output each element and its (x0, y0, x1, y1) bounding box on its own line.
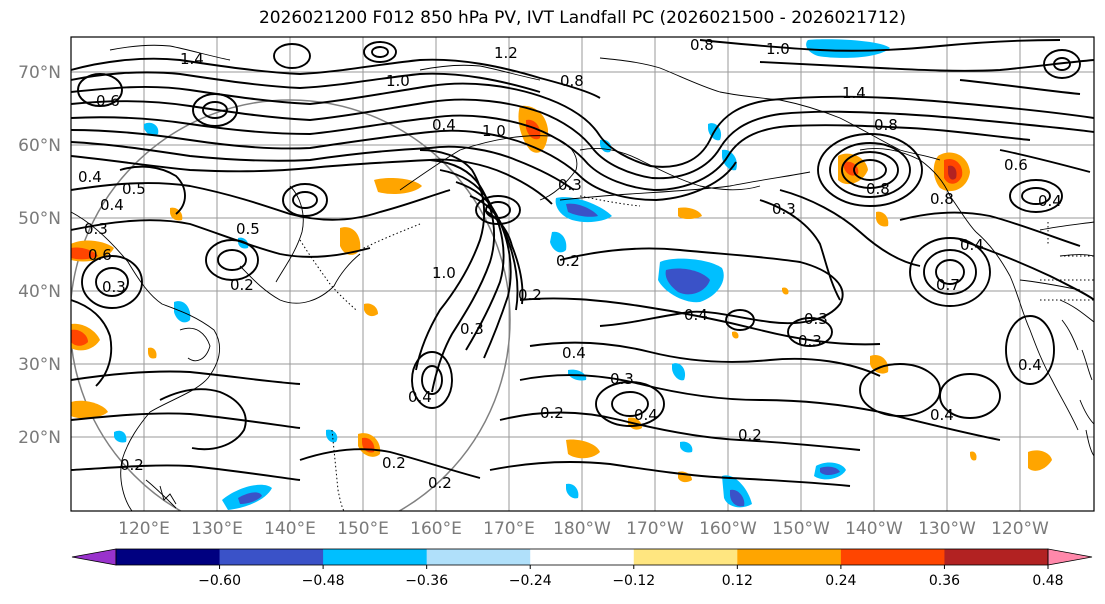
contour-label: 0.6 (1004, 156, 1028, 174)
lat-label: 60°N (18, 136, 61, 156)
contour-label: 0.4 (960, 236, 984, 254)
lon-label: 140°E (264, 519, 316, 539)
lon-label: 160°E (410, 519, 462, 539)
contour-label: 1.0 (482, 122, 506, 140)
contour-label: 0.8 (690, 36, 714, 54)
colorbar-tick-label: 0.36 (929, 573, 960, 589)
contour-label: 1.4 (842, 84, 866, 102)
contour-label: 0.4 (562, 344, 586, 362)
contour-label: 0.3 (558, 176, 582, 194)
contour-label: 0.5 (236, 220, 260, 238)
colorbar-segment (323, 549, 428, 565)
contour-label: 0.2 (428, 474, 452, 492)
contour-label: 0.3 (804, 310, 828, 328)
contour-label: 1.4 (180, 50, 204, 68)
colorbar-tick-label: −0.24 (509, 573, 552, 589)
contour-label: 1.0 (766, 40, 790, 58)
coastlines (71, 44, 1094, 511)
colorbar-segment (840, 549, 945, 565)
colorbar-segment (530, 549, 635, 565)
contour-label: 0.2 (556, 252, 580, 270)
contour-label: 0.2 (738, 426, 762, 444)
colorbar-frame (115, 548, 1049, 566)
colorbar-tick-label: −0.12 (612, 573, 655, 589)
contour-label: 0.4 (930, 406, 954, 424)
lat-label: 40°N (18, 282, 61, 302)
borders (299, 195, 1094, 511)
lat-label: 20°N (18, 428, 61, 448)
lon-label: 160°W (699, 519, 757, 539)
pv-contours (71, 39, 1094, 487)
contour-label: 0.3 (772, 200, 796, 218)
contour-label: 0.5 (122, 180, 146, 198)
longitude-labels: 120°E 130°E 140°E 150°E 160°E 170°E 180°… (118, 519, 1049, 539)
contour-label: 0.4 (408, 388, 432, 406)
colorbar-segment (633, 549, 738, 565)
contour-label: 0.2 (518, 286, 542, 304)
contour-label: 1.2 (494, 44, 518, 62)
contour-label: 0.4 (1038, 192, 1062, 210)
colorbar-extend-low (71, 548, 117, 566)
colorbar-segment (219, 549, 324, 565)
lon-label: 150°W (772, 519, 830, 539)
contour-label: 0.4 (100, 196, 124, 214)
colorbar-segment (737, 549, 842, 565)
colorbar-tick-label: −0.48 (302, 573, 345, 589)
shading-positive (71, 105, 1052, 483)
contour-label: 0.3 (798, 332, 822, 350)
contour-label: 0.8 (560, 72, 584, 90)
colorbar-tick-label: 0.48 (1032, 573, 1063, 589)
contour-label: 0.4 (684, 306, 708, 324)
map-frame (70, 36, 1095, 512)
colorbar-tick-label: 0.12 (722, 573, 753, 589)
colorbar-extend-high (1047, 548, 1093, 566)
map-title: 2026021200 F012 850 hPa PV, IVT Landfall… (258, 8, 906, 28)
contour-label: 1.0 (432, 264, 456, 282)
lon-label: 180°W (553, 519, 611, 539)
lat-label: 70°N (18, 63, 61, 83)
contour-label: 0.8 (866, 180, 890, 198)
range-circle (71, 99, 511, 511)
colorbar-segment (426, 549, 531, 565)
colorbar: −0.60 −0.48 −0.36 −0.24 −0.12 0.12 0.24 0.36 0.4… (71, 548, 1093, 589)
contour-label: 0.3 (102, 278, 126, 296)
contour-label: 0.2 (230, 276, 254, 294)
contour-label: 0.2 (540, 404, 564, 422)
contour-label: 0.3 (84, 220, 108, 238)
latitude-labels: 70°N 60°N 50°N 40°N 30°N 20°N (18, 63, 61, 448)
colorbar-tick-label: −0.60 (198, 573, 241, 589)
contour-label: 1.0 (386, 72, 410, 90)
lon-label: 170°E (483, 519, 535, 539)
contour-label: 0.4 (1018, 356, 1042, 374)
contour-label: 0.2 (382, 454, 406, 472)
colorbar-segment (116, 549, 221, 565)
contour-label: 0.8 (874, 116, 898, 134)
colorbar-tick-label: −0.36 (405, 573, 448, 589)
colorbar-tick-label: 0.24 (825, 573, 856, 589)
lat-label: 50°N (18, 209, 61, 229)
contour-label: 0.4 (432, 116, 456, 134)
colorbar-segment (944, 549, 1049, 565)
lon-label: 170°W (626, 519, 684, 539)
contour-label: 0.4 (634, 406, 658, 424)
lon-label: 130°E (191, 519, 243, 539)
contour-label: 0.3 (610, 370, 634, 388)
contour-label: 0.2 (120, 456, 144, 474)
lon-label: 120°W (991, 519, 1049, 539)
contour-label: 0.6 (96, 92, 120, 110)
lon-label: 150°E (337, 519, 389, 539)
lat-label: 30°N (18, 355, 61, 375)
contour-label: 0.7 (936, 276, 960, 294)
contour-label: 0.6 (88, 246, 112, 264)
contour-label: 0.4 (78, 168, 102, 186)
lon-label: 140°W (845, 519, 903, 539)
contour-label: 0.8 (930, 190, 954, 208)
gridlines (71, 37, 1094, 511)
contour-label: 0.3 (460, 320, 484, 338)
lon-label: 120°E (118, 519, 170, 539)
lon-label: 130°W (918, 519, 976, 539)
contour-labels: 1.2 0.8 1.0 1.4 0.8 1.0 1.4 0.8 1.0 0.4 … (78, 36, 1062, 492)
